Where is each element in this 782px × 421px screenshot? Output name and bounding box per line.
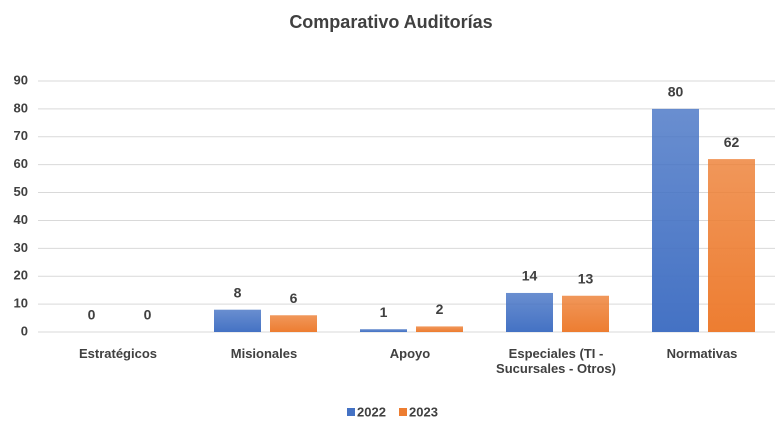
bar — [562, 295, 609, 332]
data-label: 1 — [380, 304, 388, 320]
bar — [708, 159, 755, 332]
data-label: 6 — [290, 290, 298, 306]
y-tick-label: 0 — [21, 323, 28, 338]
y-tick-label: 80 — [14, 100, 28, 115]
bar — [214, 309, 261, 332]
bar — [270, 315, 317, 332]
bar — [652, 108, 699, 332]
bar — [416, 326, 463, 332]
chart-title: Comparativo Auditorías — [289, 12, 492, 32]
x-tick-label: Misionales — [230, 346, 298, 361]
x-tick-label: Especiales (TI - Sucursales - Otros) — [496, 346, 616, 376]
x-tick-label: Normativas — [666, 346, 738, 361]
y-tick-label: 70 — [14, 128, 28, 143]
legend-label: 2022 — [357, 404, 386, 419]
bar — [506, 292, 553, 332]
y-tick-label: 90 — [14, 72, 28, 87]
x-tick-label: Apoyo — [389, 346, 431, 361]
data-label: 13 — [578, 270, 594, 286]
y-tick-label: 20 — [14, 268, 28, 283]
data-label: 2 — [436, 301, 444, 317]
y-tick-label: 60 — [14, 156, 28, 171]
x-tick-label: Estratégicos — [78, 346, 158, 361]
data-label: 14 — [522, 268, 538, 284]
y-tick-label: 30 — [14, 240, 28, 255]
legend-label: 2023 — [409, 404, 438, 419]
data-label: 0 — [88, 307, 96, 323]
data-label: 62 — [724, 134, 740, 150]
y-tick-label: 50 — [14, 184, 28, 199]
data-label: 80 — [668, 84, 684, 100]
legend-swatch — [399, 408, 407, 416]
bar — [360, 329, 407, 332]
data-label: 0 — [144, 307, 152, 323]
legend-swatch — [347, 408, 355, 416]
data-label: 8 — [234, 284, 242, 300]
y-tick-label: 40 — [14, 212, 28, 227]
y-tick-label: 10 — [14, 296, 28, 311]
